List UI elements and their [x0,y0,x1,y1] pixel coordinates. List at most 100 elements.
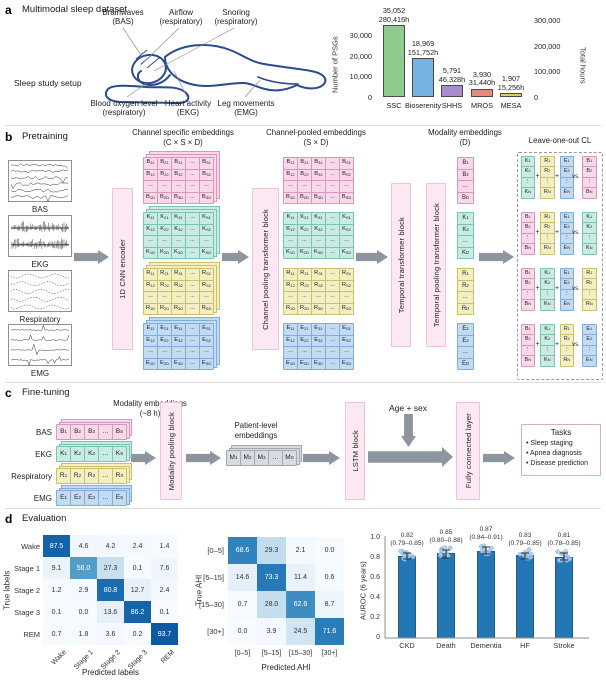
matrix-cell: ... [99,425,112,439]
block-1d-cnn-encoder: 1D CNN encoder [112,188,133,350]
auroc-category-label: CKD [399,641,415,650]
matrix-cell: ... [172,347,185,358]
annotation-label: Heart activity [164,99,212,108]
heatmap-row-label: [15–30] [198,600,224,609]
matrix-cell: B 11 [144,158,157,169]
bar-category-label: MROS [471,101,493,110]
matrix-cell: E S2 [200,335,213,346]
task-item: Apnea diagnosis [526,449,588,459]
header-channel-pooled: Channel-pooled embeddings [266,128,366,137]
heatmap-cell: 11.4 [286,564,315,591]
loo-vector-E: E 1 E 2 ⋮ E N [559,212,574,255]
matrix-cell: ... [326,269,339,280]
bar-value-label: 15,256h [497,82,525,92]
flow-arrow-icon [356,250,388,264]
heatmap-col-label: [5–15] [261,650,282,657]
auroc-value-label: 0.87 [479,526,493,533]
block-temporal-transformer: Temporal transformer block [391,183,411,347]
matrix-cell: B 22 [298,169,311,180]
heatmap-row-label: Stage 2 [14,585,40,595]
matrix-cell: B 2D [298,192,311,203]
confusion2-ylabel: True AHI [194,574,204,606]
matrix-cell: R 2D [298,303,311,314]
dataset-bar [471,88,493,97]
matrix-cell: ... [186,324,199,335]
heatmap-cell: 1.2 [43,579,70,601]
matrix-cell: B 22 [158,169,171,180]
matrix-cell: E S1 [340,324,353,335]
auroc-ytick: 0.8 [370,554,380,561]
matrix-cell: R S2 [340,280,353,291]
heatmap-cell: 86.2 [124,601,151,623]
matrix-cell: ... [458,181,473,192]
loo-vector-B: B 1 B 2 ⋮ B N [582,156,597,199]
plus-operator: + [554,173,560,180]
channel-pooled-matrix-R: R 11 R 21 R 31... R S1 R 12 R 22 R 32... R S2..........… [283,268,354,315]
heatmap-cell: 62.6 [286,591,315,618]
annotation-label: (respiratory) [159,17,203,26]
matrix-cell: K 21 [298,213,311,224]
header-modality: Modality embeddings [428,128,502,137]
annotation-label: Brainwaves [102,8,144,17]
task-item: Sleep staging [526,439,588,449]
matrix-cell: ⋮ [583,289,596,300]
matrix-cell: ... [144,292,157,303]
matrix-cell: ⋮ [541,345,554,356]
flow-arrow-icon [483,451,515,465]
matrix-cell: ... [99,469,112,483]
matrix-cell: E 2D [298,358,311,369]
auroc-ytick: 0.6 [370,574,380,581]
matrix-cell: ... [284,181,297,192]
matrix-cell: ... [200,292,213,303]
heatmap-cell: 80.8 [97,579,124,601]
matrix-cell: ... [298,181,311,192]
matrix-cell: ... [158,236,171,247]
bar-category-label: MESA [500,101,522,110]
auroc-category-label: HF [520,641,530,650]
sleep-study-setup-label: Sleep study setup [14,78,82,88]
vs-operator: vs. [572,286,580,292]
annotation-label: (BAS) [112,17,134,26]
heatmap-col-label: [15–30] [288,650,313,657]
dataset-bar [500,93,522,97]
matrix-cell: ... [172,292,185,303]
channel-pooled-matrix-K: K 11 K 21 K 31... K S1 K 12 K 22 K 32... K S2..........… [283,212,354,259]
matrix-cell: K S1 [340,213,353,224]
vs-operator: vs. [572,174,580,180]
matrix-cell: ... [172,181,185,192]
matrix-cell: ... [326,181,339,192]
matrix-cell: K 22 [298,224,311,235]
annotation-label: (respiratory) [102,108,146,117]
channel-specific-matrix-B: B 11 B 21 B 31... B S1 B 12 B 22 B 32... B S2..........… [143,157,214,204]
matrix-cell: B 32 [172,169,185,180]
matrix-cell: E 1D [144,358,157,369]
annotation-label: Airflow [168,8,193,17]
auroc-value-label: 0.81 [557,532,571,539]
ytick-right: 300,000 [534,16,561,25]
matrix-cell: K 1D [284,247,297,258]
header-channel-specific: Channel specific embeddings [132,128,234,137]
matrix-cell: ... [172,236,185,247]
auroc-ci-label: (0.79–0.85) [390,540,424,547]
matrix-cell: E 22 [298,335,311,346]
matrix-cell: ... [326,358,339,369]
